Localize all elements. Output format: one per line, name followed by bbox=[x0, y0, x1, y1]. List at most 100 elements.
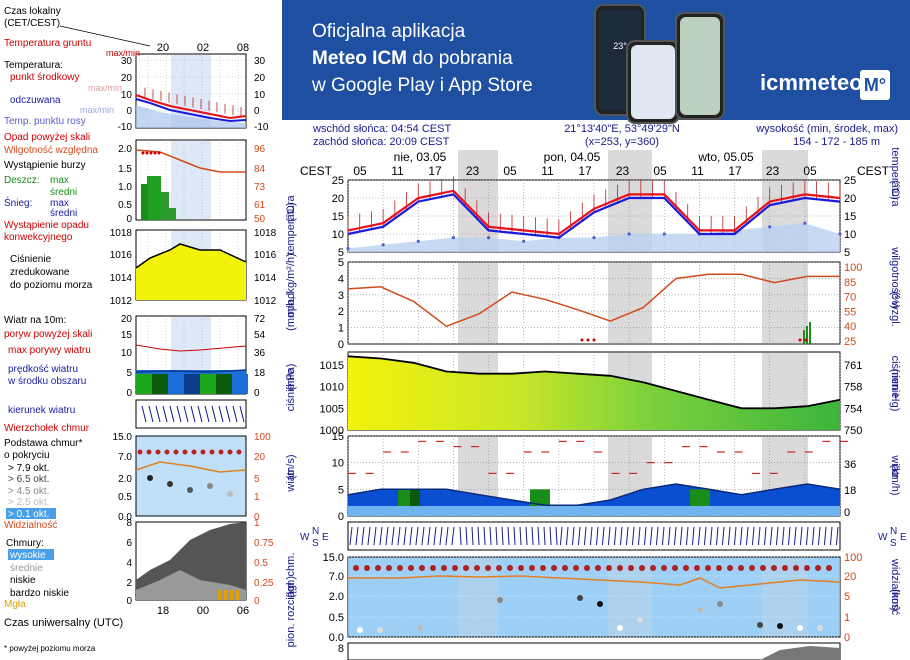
hour-label: 11 bbox=[391, 164, 404, 178]
wind-direction-arrow bbox=[649, 526, 653, 546]
legend-convective-line0: Wystąpienie opadu bbox=[4, 220, 89, 231]
cloudtop-dot bbox=[716, 565, 722, 571]
cloudtop-dot bbox=[353, 565, 359, 571]
legend-mean-wind-line1: w środku obszaru bbox=[7, 376, 86, 387]
temp-tick-right: 15 bbox=[844, 211, 856, 223]
cloudtop-dot bbox=[683, 565, 689, 571]
legend-ground-temp: Temperatura gruntu bbox=[4, 38, 91, 49]
legend-cloudtop-dot bbox=[146, 449, 152, 455]
wind-direction-arrow bbox=[489, 526, 492, 546]
mean-wind-line bbox=[347, 483, 841, 507]
cloudtop-dot bbox=[474, 565, 480, 571]
legend-fog-bar bbox=[236, 590, 239, 600]
legend-precip-tick: 1.0 bbox=[118, 182, 132, 193]
legend-cloudbase-dot bbox=[207, 483, 213, 489]
cloudtop-dot bbox=[386, 565, 392, 571]
legend-wind-tick-left: 0 bbox=[126, 388, 132, 399]
legend-hum-tick: 50 bbox=[254, 214, 266, 225]
wind-direction-arrow bbox=[685, 526, 689, 546]
legend-humidity-line bbox=[135, 149, 246, 173]
wind-direction-arrow bbox=[769, 526, 773, 546]
banner-line1: Oficjalna aplikacja bbox=[312, 21, 466, 42]
legend-visibility: Widzialność bbox=[4, 520, 57, 531]
wind-direction-arrow bbox=[709, 526, 713, 546]
legend-rain-bar4 bbox=[169, 208, 176, 220]
hour-label: 23 bbox=[466, 164, 480, 178]
wind-kmh-axis-label-line1: wiatr bbox=[889, 454, 901, 479]
legend-cloudbase-tick: 2.0 bbox=[118, 474, 132, 485]
vis-axis-label-line0: (km) bbox=[889, 589, 901, 611]
legend-wind-tick-left: 10 bbox=[121, 348, 133, 359]
cloud-cover-area bbox=[760, 646, 840, 660]
cloudbase-dot bbox=[577, 595, 583, 601]
legend-fog-bar bbox=[224, 590, 227, 600]
legend-wind-arrow bbox=[204, 405, 210, 423]
wind-direction-arrow bbox=[391, 526, 395, 546]
dir-label-left-E: E bbox=[322, 532, 329, 543]
tz-right: CEST bbox=[857, 164, 890, 178]
legend-temp-center-line bbox=[135, 94, 247, 120]
wind-direction-arrow bbox=[349, 526, 353, 546]
dewpoint-point bbox=[838, 232, 842, 236]
legend-convective-line1: konwekcyjnego bbox=[4, 232, 73, 243]
legend-cloud-tick: 4 bbox=[126, 558, 132, 569]
legend-footnote: * powyżej poziomu morza bbox=[4, 644, 96, 653]
wind-direction-arrow bbox=[631, 526, 635, 546]
legend-storm: Wystąpienie burzy bbox=[4, 160, 86, 171]
legend-pressure-tick-right: 1014 bbox=[254, 273, 277, 284]
legend-cloudbase-tick: 0.0 bbox=[118, 512, 132, 523]
icmmeteo-logo: icmmeteo bbox=[760, 70, 863, 95]
cloudbase-tick: 15.0 bbox=[323, 552, 344, 564]
legend-rain-bar2 bbox=[141, 184, 148, 220]
pressure-mm-tick: 761 bbox=[844, 360, 862, 372]
legend-dir-box bbox=[135, 399, 247, 429]
cloudbase-dot bbox=[357, 627, 363, 633]
precip-panel-night bbox=[458, 263, 498, 343]
legend-wind-seg bbox=[152, 374, 168, 394]
wind-direction-arrow bbox=[555, 526, 558, 546]
banner-line2: Meteo ICM do pobrania bbox=[312, 45, 533, 72]
wind-direction-arrow bbox=[715, 526, 719, 546]
wind-direction-arrow bbox=[703, 526, 707, 546]
cloudtop-dot bbox=[430, 565, 436, 571]
temp-tick-right: 20 bbox=[844, 193, 856, 205]
cloudtop-dot bbox=[749, 565, 755, 571]
legend-high-bg bbox=[8, 549, 54, 560]
legend-wind-tick-right: 54 bbox=[254, 330, 266, 341]
wind-kmh-axis-label-line0: (km/h) bbox=[889, 464, 901, 495]
legend-okt45: > 4.5 okt. bbox=[8, 486, 49, 497]
legend-hum-tick: 84 bbox=[254, 164, 266, 175]
precip-tick: 3 bbox=[338, 290, 344, 302]
wind-direction-arrow bbox=[829, 526, 833, 546]
wind-direction-arrow bbox=[661, 526, 665, 546]
cloudbase-dot bbox=[637, 617, 643, 623]
legend-vis-tick: 100 bbox=[254, 432, 271, 443]
hum-tick: 100 bbox=[844, 262, 862, 274]
wind-direction-arrow bbox=[799, 526, 803, 546]
day-label: wto, 05.05 bbox=[697, 150, 754, 164]
day-label: nie, 03.05 bbox=[394, 150, 447, 164]
legend-visibility-line bbox=[135, 461, 247, 473]
banner-text: Oficjalna aplikacja Meteo ICM do pobrani… bbox=[312, 18, 533, 99]
wind-color-seg bbox=[410, 489, 420, 516]
cloudtop-dot bbox=[485, 565, 491, 571]
legend-cloudtop-dot bbox=[200, 449, 206, 455]
wind-direction-arrow bbox=[673, 526, 677, 546]
cloudbase-tick: 2.0 bbox=[329, 591, 344, 603]
cloudtop-dot bbox=[771, 565, 777, 571]
legend-cloudtop-dot bbox=[164, 449, 170, 455]
legend-center-sub: max/min bbox=[88, 83, 122, 93]
legend-vis-tick: 1 bbox=[254, 492, 260, 503]
legend-wind-arrow bbox=[155, 405, 161, 423]
wind-direction-arrow bbox=[595, 526, 599, 546]
legend-wind-arrow bbox=[141, 405, 147, 423]
wind-direction-arrow bbox=[805, 526, 809, 546]
cloudtop-dot bbox=[804, 565, 810, 571]
cloudtop-dot bbox=[705, 565, 711, 571]
app-promo-banner[interactable]: Oficjalna aplikacja Meteo ICM do pobrani… bbox=[282, 0, 910, 124]
legend-wind-tick-left: 20 bbox=[121, 314, 133, 325]
cloudtop-dot bbox=[507, 565, 513, 571]
cloudbase-dot bbox=[597, 601, 603, 607]
legend-pressure-tick-left: 1016 bbox=[110, 250, 133, 261]
